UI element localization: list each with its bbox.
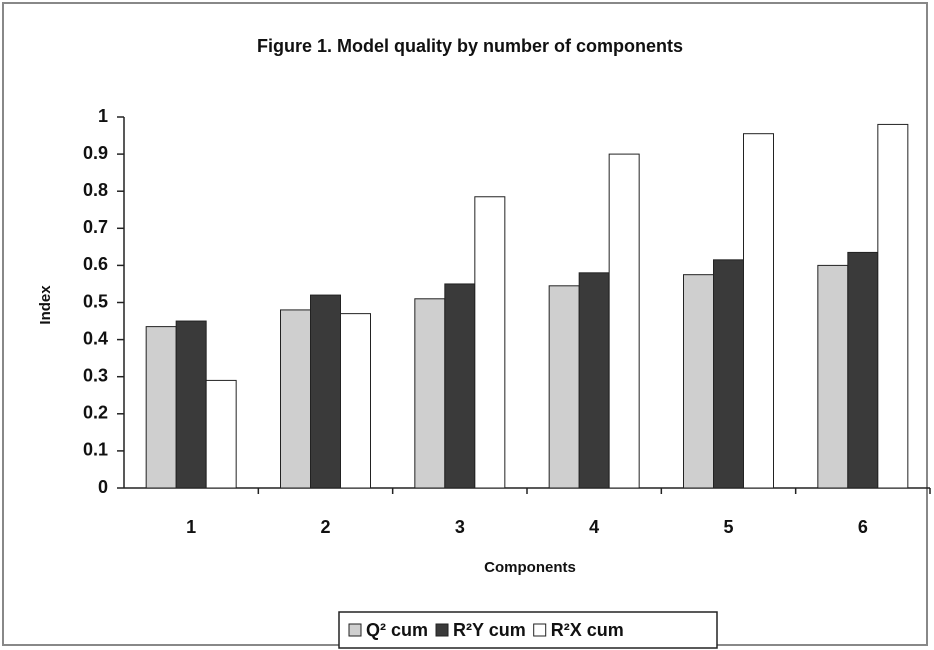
bar [608,153,640,489]
bar [877,123,909,489]
x-tick-label: 5 [723,517,733,537]
legend-label: R²X cum [551,620,624,640]
bar [683,274,714,489]
legend-label: R²Y cum [453,620,526,640]
bar [444,283,476,489]
bar [340,313,371,489]
x-tick-label: 2 [320,517,330,537]
y-tick-label: 0.7 [83,217,108,237]
legend-box [338,611,718,649]
y-tick-label: 0 [98,477,108,497]
x-tick-label: 4 [589,517,599,537]
x-tick-label: 3 [455,517,465,537]
y-tick-label: 0.6 [83,254,108,274]
bar [414,298,446,489]
bar [310,294,341,489]
bar [205,379,237,489]
y-tick-label: 0.5 [83,291,108,311]
bar [743,133,774,489]
bar [280,309,311,489]
bar [817,264,849,489]
bar [578,272,610,489]
x-tick-label: 1 [186,517,196,537]
y-tick-label: 0.4 [83,328,108,348]
y-tick-label: 0.1 [83,440,108,460]
x-tick-label: 6 [858,517,868,537]
legend-label: Q² cum [366,620,428,640]
bar [474,196,506,489]
bar [145,326,177,489]
y-tick-label: 1 [98,106,108,126]
bar [175,320,207,489]
y-tick-label: 0.9 [83,143,108,163]
bar [548,285,580,489]
y-axis-label: Index [37,285,54,325]
y-tick-label: 0.8 [83,180,108,200]
bar [847,251,879,489]
y-tick-label: 0.3 [83,365,108,385]
chart-title: Figure 1. Model quality by number of com… [257,36,683,56]
x-axis-label: Components [484,559,576,576]
legend-swatch [533,623,547,637]
y-tick-label: 0.2 [83,403,108,423]
legend-swatch [348,623,362,637]
bar [713,259,744,489]
legend-swatch [435,623,449,637]
